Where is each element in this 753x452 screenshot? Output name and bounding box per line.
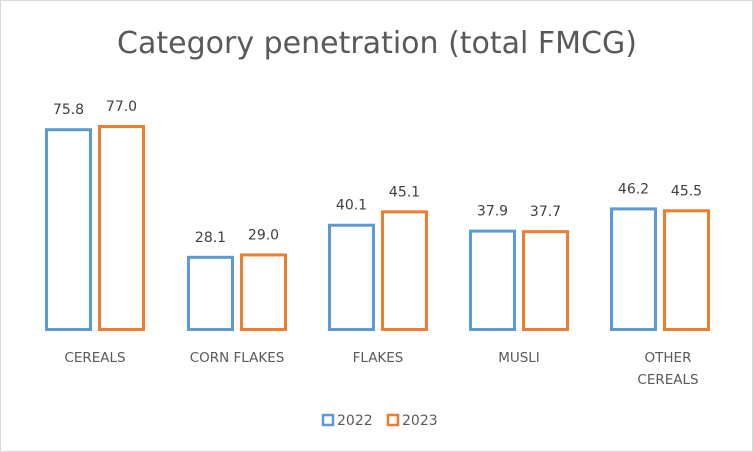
bar-2023-0 xyxy=(98,125,145,331)
data-labels-layer: 75.8 77.0 28.1 29.0 40.1 45.1 37.9 37.7 46.2 45.5 xyxy=(53,99,702,246)
bar-2023-4 xyxy=(663,209,710,331)
data-label-2022-1: 28.1 xyxy=(195,230,226,246)
bar-2022-4 xyxy=(610,207,657,331)
category-label-2-0: FLAKES xyxy=(353,350,404,366)
category-label-4-1: CEREALS xyxy=(637,372,698,388)
bar-2022-1 xyxy=(187,255,234,331)
data-label-2023-4: 45.5 xyxy=(671,183,702,199)
data-label-2023-1: 29.0 xyxy=(248,227,279,243)
data-label-2022-4: 46.2 xyxy=(618,181,649,197)
bar-2022-3 xyxy=(469,229,516,331)
data-label-2022-2: 40.1 xyxy=(336,198,367,214)
bar-2022-2 xyxy=(328,223,375,331)
legend-label-2023: 2023 xyxy=(402,413,438,429)
category-label-1-0: CORN FLAKES xyxy=(190,350,285,366)
chart-title: Category penetration (total FMCG) xyxy=(117,26,637,61)
bar-2023-2 xyxy=(381,210,428,331)
data-label-2023-0: 77.0 xyxy=(106,99,137,115)
legend-swatch-2022 xyxy=(321,413,335,427)
bar-2022-0 xyxy=(45,128,92,331)
bar-2023-1 xyxy=(240,253,287,332)
legend-label-2022: 2022 xyxy=(337,413,373,429)
data-label-2023-2: 45.1 xyxy=(389,184,420,200)
data-label-2022-0: 75.8 xyxy=(53,102,84,118)
data-label-2023-3: 37.7 xyxy=(530,204,561,220)
category-label-4-0: OTHER xyxy=(645,350,692,366)
legend: 2022 2023 xyxy=(321,413,438,429)
bars-layer xyxy=(45,125,710,332)
data-label-2022-3: 37.9 xyxy=(477,204,508,220)
legend-swatch-2023 xyxy=(386,413,400,427)
category-label-0-0: CEREALS xyxy=(64,350,125,366)
bar-2023-3 xyxy=(522,230,569,331)
category-label-3-0: MUSLI xyxy=(498,350,540,366)
category-axis-labels: CEREALS CORN FLAKES FLAKES MUSLI OTHER CEREAL… xyxy=(64,350,698,388)
